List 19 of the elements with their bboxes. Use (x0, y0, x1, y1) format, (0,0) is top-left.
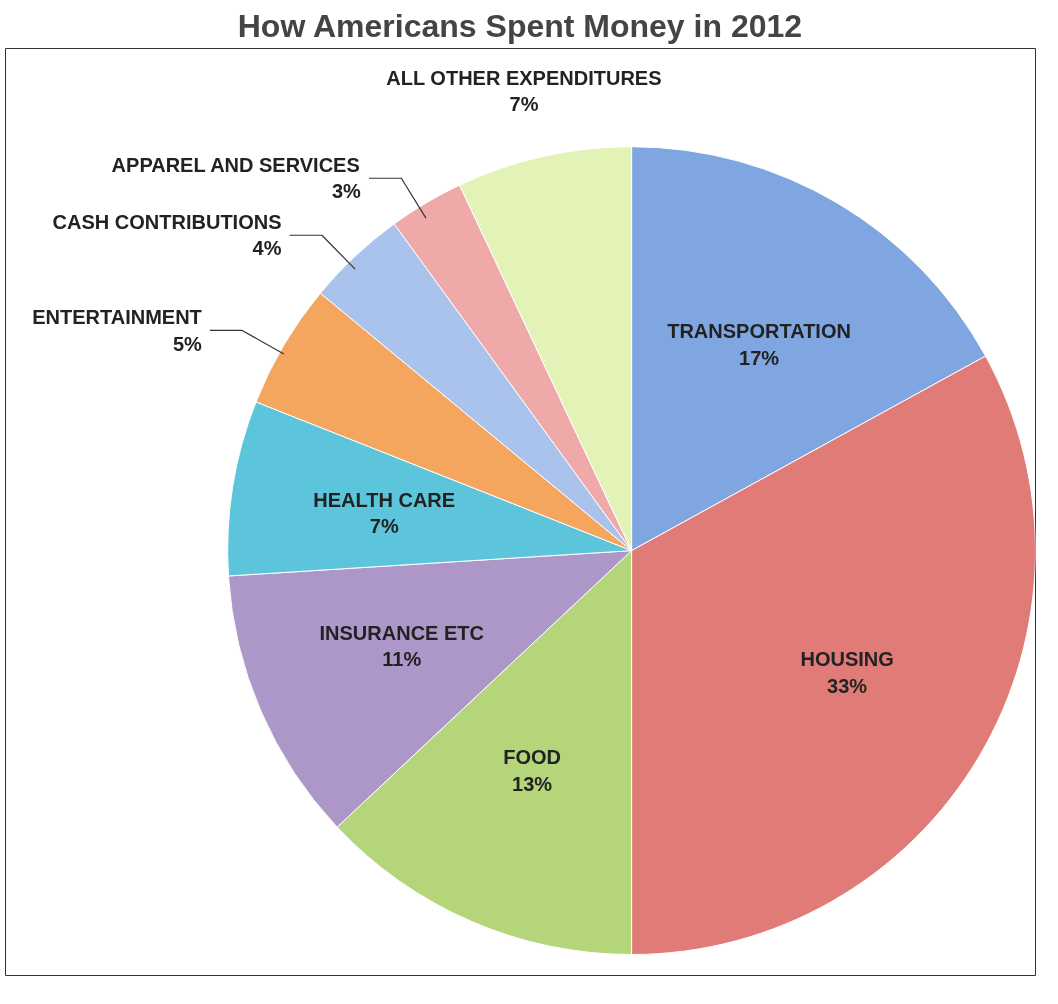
slice-label: CASH CONTRIBUTIONS (52, 211, 282, 234)
slice-label: HEALTH CARE (313, 488, 456, 511)
slice-label: ALL OTHER EXPENDITURES (386, 66, 662, 89)
data-label: 13% (512, 772, 553, 795)
data-label: 7% (369, 515, 399, 538)
slice-label: FOOD (503, 746, 562, 769)
chart-title: How Americans Spent Money in 2012 (237, 7, 803, 44)
slice-label: ENTERTAINMENT (32, 306, 202, 329)
slice-label: HOUSING (800, 648, 894, 671)
data-label: 4% (252, 237, 282, 260)
data-label: 11% (382, 647, 422, 670)
slice-label: INSURANCE ETC (319, 621, 484, 644)
data-label: 3% (331, 180, 362, 203)
data-label: 5% (172, 332, 203, 355)
data-label: 7% (509, 92, 539, 115)
slice-label: TRANSPORTATION (667, 320, 851, 343)
data-label: 33% (827, 674, 868, 697)
slice-label: APPAREL AND SERVICES (111, 154, 360, 177)
data-label: 17% (739, 346, 780, 369)
